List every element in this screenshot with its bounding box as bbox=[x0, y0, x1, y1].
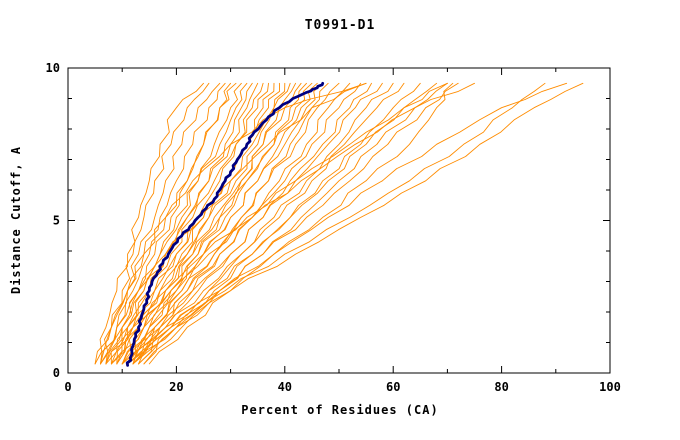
prediction-line bbox=[121, 82, 568, 365]
y-tick-label: 5 bbox=[53, 214, 60, 228]
prediction-line bbox=[143, 82, 394, 365]
prediction-line bbox=[110, 82, 253, 365]
prediction-line bbox=[132, 82, 584, 365]
prediction-line bbox=[132, 82, 297, 365]
prediction-line bbox=[138, 82, 329, 365]
prediction-line bbox=[100, 82, 259, 365]
prediction-line bbox=[94, 82, 204, 365]
y-tick-label: 0 bbox=[53, 366, 60, 380]
x-tick-label: 100 bbox=[599, 380, 621, 394]
x-axis-label: Percent of Residues (CA) bbox=[241, 403, 439, 417]
y-tick-label: 10 bbox=[46, 61, 60, 75]
prediction-line bbox=[127, 82, 438, 365]
x-tick-label: 20 bbox=[169, 380, 183, 394]
prediction-line bbox=[127, 82, 340, 365]
prediction-line bbox=[110, 82, 232, 365]
prediction-line bbox=[148, 82, 454, 365]
prediction-line bbox=[94, 82, 226, 365]
highlight-line bbox=[125, 81, 325, 367]
prediction-line bbox=[127, 82, 307, 365]
prediction-line bbox=[100, 82, 210, 365]
x-tick-label: 0 bbox=[64, 380, 71, 394]
prediction-line bbox=[116, 82, 313, 365]
prediction-line bbox=[121, 82, 302, 365]
prediction-line bbox=[132, 82, 405, 365]
x-tick-label: 60 bbox=[386, 380, 400, 394]
prediction-line bbox=[105, 82, 221, 365]
prediction-line bbox=[132, 82, 459, 365]
x-tick-label: 40 bbox=[278, 380, 292, 394]
prediction-line bbox=[105, 82, 248, 365]
prediction-line bbox=[143, 82, 448, 365]
chart-title: T0991-D1 bbox=[304, 18, 376, 33]
prediction-line bbox=[100, 82, 367, 365]
prediction-line bbox=[127, 82, 383, 365]
prediction-line bbox=[105, 82, 269, 365]
prediction-line bbox=[127, 82, 546, 365]
prediction-line bbox=[110, 82, 475, 365]
prediction-line bbox=[110, 82, 281, 365]
x-tick-label: 80 bbox=[494, 380, 508, 394]
